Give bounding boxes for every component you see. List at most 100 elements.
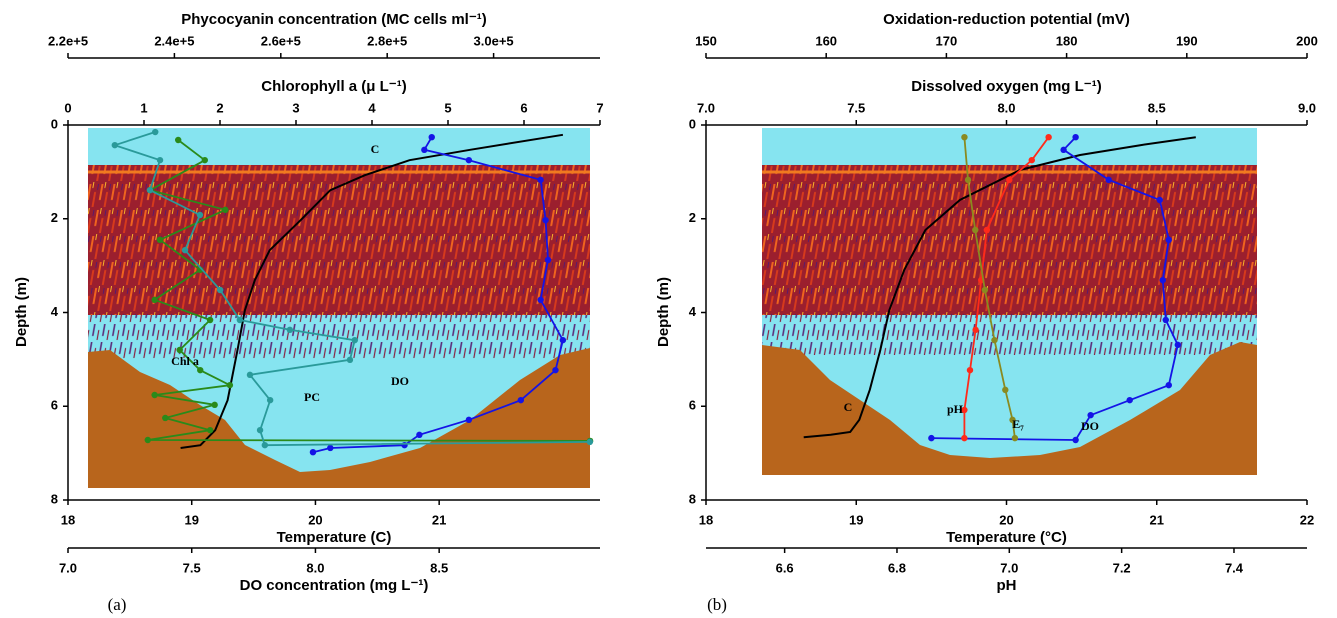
profile-point bbox=[544, 256, 552, 264]
x-tick-label: 19 bbox=[849, 512, 863, 527]
profile-point bbox=[201, 156, 208, 164]
profile-point bbox=[972, 226, 979, 234]
y-tick-label: 0 bbox=[689, 116, 696, 131]
profile-point bbox=[181, 246, 189, 254]
x-tick-label: 2.2e+5 bbox=[48, 33, 88, 48]
profile-point bbox=[981, 286, 989, 294]
profile-point bbox=[222, 206, 229, 214]
profile-point bbox=[1045, 133, 1052, 141]
profile-point bbox=[1126, 396, 1133, 404]
profile-point bbox=[983, 226, 991, 234]
x-tick-label: 6 bbox=[520, 100, 527, 115]
x-axis-title: Temperature (C) bbox=[277, 529, 392, 546]
profile-line bbox=[963, 137, 1016, 439]
series-label: pH bbox=[947, 402, 964, 416]
x-tick-label: 18 bbox=[61, 512, 75, 527]
x-tick-label: 200 bbox=[1296, 33, 1318, 48]
x-tick-label: 0 bbox=[64, 100, 71, 115]
x-tick-label: 7.5 bbox=[183, 560, 201, 575]
profile-point bbox=[961, 406, 968, 414]
profile-point bbox=[964, 176, 972, 184]
profile-point bbox=[144, 436, 151, 444]
profile-point bbox=[1105, 176, 1112, 184]
profile-point bbox=[972, 326, 979, 334]
profile-point bbox=[226, 381, 234, 389]
profile-point bbox=[1060, 146, 1067, 154]
profile-point bbox=[151, 296, 158, 304]
y-tick-label: 0 bbox=[51, 116, 58, 131]
profile-point bbox=[1006, 176, 1013, 184]
profile-point bbox=[156, 236, 164, 244]
x-axis-title: Oxidation-reduction potential (mV) bbox=[883, 11, 1130, 28]
x-tick-label: 7.2 bbox=[1113, 560, 1131, 575]
x-tick-label: 20 bbox=[999, 512, 1013, 527]
profile-point bbox=[236, 316, 244, 324]
x-tick-label: 1 bbox=[140, 100, 147, 115]
profile-point bbox=[928, 434, 935, 442]
profile-point bbox=[196, 211, 204, 219]
x-tick-label: 6.6 bbox=[776, 560, 794, 575]
profile-point bbox=[961, 133, 968, 141]
x-tick-label: 3.0e+5 bbox=[474, 33, 514, 48]
profile-point bbox=[246, 371, 254, 379]
lake-bottom bbox=[762, 342, 1257, 475]
profile-point bbox=[1002, 386, 1009, 394]
profile-point bbox=[1011, 434, 1019, 442]
profile-point bbox=[542, 216, 549, 224]
profile-point bbox=[1162, 316, 1169, 324]
x-axis-title: Temperature (°C) bbox=[946, 529, 1067, 546]
profile-point bbox=[517, 396, 525, 404]
x-tick-label: 8.5 bbox=[1148, 100, 1166, 115]
profile-line bbox=[180, 133, 564, 449]
profile-point bbox=[346, 356, 354, 364]
fish-layer bbox=[762, 165, 1257, 315]
x-tick-label: 4 bbox=[368, 100, 376, 115]
x-tick-label: 9.0 bbox=[1298, 100, 1316, 115]
x-tick-label: 180 bbox=[1056, 33, 1078, 48]
series-label: C bbox=[371, 142, 380, 156]
profile-point bbox=[961, 434, 968, 442]
profile-point bbox=[1009, 416, 1016, 424]
profile-point bbox=[309, 448, 317, 456]
profile-point bbox=[152, 128, 159, 136]
profile-point bbox=[256, 426, 264, 434]
profile-line bbox=[111, 131, 590, 447]
profile-point bbox=[176, 346, 183, 354]
profile-point bbox=[1072, 436, 1079, 444]
x-tick-label: 2.8e+5 bbox=[367, 33, 407, 48]
x-tick-label: 3 bbox=[292, 100, 299, 115]
profile-point bbox=[175, 136, 182, 144]
profile-point bbox=[537, 176, 544, 184]
profile-point bbox=[1165, 381, 1172, 389]
fish-layer-fringe bbox=[762, 315, 1257, 355]
x-tick-label: 5 bbox=[444, 100, 451, 115]
x-tick-label: 7.0 bbox=[697, 100, 715, 115]
profile-point bbox=[1159, 276, 1166, 284]
profile-point bbox=[1087, 411, 1094, 419]
y-tick-label: 4 bbox=[51, 304, 59, 319]
profile-point bbox=[559, 336, 567, 344]
x-tick-label: 7.4 bbox=[1225, 560, 1244, 575]
profile-point bbox=[416, 431, 423, 439]
series-label: Chl a bbox=[171, 354, 199, 368]
x-tick-label: 7.0 bbox=[59, 560, 77, 575]
profile-point bbox=[197, 366, 204, 374]
x-tick-label: 22 bbox=[1300, 512, 1314, 527]
x-tick-label: 20 bbox=[308, 512, 322, 527]
profile-point bbox=[206, 426, 214, 434]
panel-label: (b) bbox=[707, 595, 727, 614]
profile-point bbox=[1028, 156, 1035, 164]
profile-line bbox=[803, 136, 1196, 439]
profile-point bbox=[1165, 236, 1172, 244]
y-tick-label: 8 bbox=[689, 491, 696, 506]
x-tick-label: 8.0 bbox=[997, 100, 1015, 115]
profile-point bbox=[162, 414, 169, 422]
profile-point bbox=[1072, 133, 1079, 141]
series-label: DO bbox=[391, 374, 409, 388]
x-tick-label: 160 bbox=[815, 33, 837, 48]
profile-point bbox=[586, 438, 594, 446]
y-tick-label: 6 bbox=[689, 398, 696, 413]
y-tick-label: 2 bbox=[51, 210, 58, 225]
profile-point bbox=[261, 441, 269, 449]
x-tick-label: 8.5 bbox=[430, 560, 448, 575]
